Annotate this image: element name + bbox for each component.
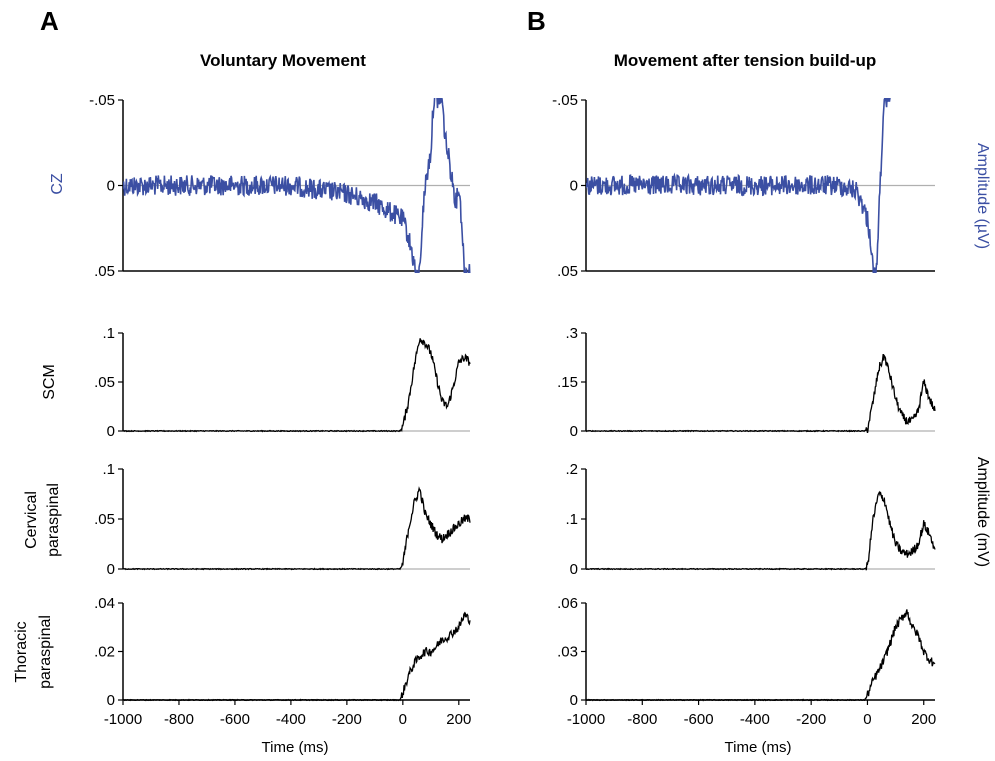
series-line-B_thoracic-0 <box>586 609 936 702</box>
x-tick-label: -800 <box>164 711 194 728</box>
y-tick-label: .03 <box>557 644 578 661</box>
y-tick-label: .05 <box>94 511 115 528</box>
x-tick-label: -600 <box>684 711 714 728</box>
plot-A_scm: .1 .05 0 <box>94 325 471 440</box>
panel-b-letter: B <box>527 6 546 36</box>
scm-row-label: SCM <box>41 364 58 400</box>
x-axis-title-b: Time (ms) <box>725 739 792 756</box>
y-tick-label: .1 <box>102 461 115 478</box>
x-tick-label: -400 <box>740 711 770 728</box>
series-line-A_cervical-0 <box>123 486 471 571</box>
y-tick-label: 0 <box>570 561 578 578</box>
y-tick-label: .05 <box>94 374 115 391</box>
amplitude-uv-label: Amplitude (µV) <box>974 143 991 249</box>
plot-B_thoracic: .06 .03 0 -1000 -800 -600 -400 -200 0 200 <box>557 595 936 728</box>
x-axis-title-a: Time (ms) <box>262 739 329 756</box>
y-tick-label: .3 <box>565 325 578 342</box>
x-tick-label: -400 <box>276 711 306 728</box>
y-tick-label: 0 <box>107 692 115 709</box>
x-tick-label: 200 <box>911 711 936 728</box>
plot-panels: -.05 0 .05 -.05 0 .05 .1 .05 0 .3 .15 0 .1 .05 0 .2 .1 0.… <box>89 92 936 728</box>
x-tick-label: -200 <box>796 711 826 728</box>
x-tick-label: -1000 <box>567 711 605 728</box>
x-tick-label: 200 <box>446 711 471 728</box>
series-line-B_cervical-0 <box>586 490 936 571</box>
thoracic-row-label-line2: paraspinal <box>37 615 54 689</box>
plot-A_cervical: .1 .05 0 <box>94 461 471 578</box>
y-tick-label: .02 <box>94 644 115 661</box>
y-tick-label: .05 <box>94 263 115 280</box>
y-tick-label: 0 <box>570 178 578 195</box>
series-line-B_cz-0 <box>586 98 891 273</box>
amplitude-mv-label: Amplitude (mV) <box>974 457 991 567</box>
y-tick-label: 0 <box>107 178 115 195</box>
plot-A_cz: -.05 0 .05 <box>89 92 471 280</box>
x-tick-label: -800 <box>627 711 657 728</box>
y-tick-label: 0 <box>107 561 115 578</box>
y-tick-label: .05 <box>557 263 578 280</box>
y-tick-label: .2 <box>565 461 578 478</box>
thoracic-row-label-line1: Thoracic <box>13 621 30 682</box>
y-tick-label: -.05 <box>552 92 578 109</box>
plot-B_cz: -.05 0 .05 <box>552 92 935 280</box>
x-tick-label: -600 <box>220 711 250 728</box>
x-tick-label: 0 <box>863 711 871 728</box>
y-tick-label: 0 <box>570 423 578 440</box>
panel-b-title: Movement after tension build-up <box>614 51 877 70</box>
series-line-A_cz-0 <box>123 98 471 273</box>
x-tick-label: -200 <box>332 711 362 728</box>
y-tick-label: .1 <box>102 325 115 342</box>
y-tick-label: .06 <box>557 595 578 612</box>
series-line-B_scm-0 <box>586 353 936 433</box>
x-tick-label: 0 <box>399 711 407 728</box>
x-tick-label: -1000 <box>104 711 142 728</box>
panel-a-title: Voluntary Movement <box>200 51 366 70</box>
y-tick-label: .04 <box>94 595 115 612</box>
panel-a-letter: A <box>40 6 59 36</box>
plot-A_thoracic: .04 .02 0 -1000 -800 -600 -400 -200 0 200 <box>94 595 471 728</box>
cervical-row-label-line1: Cervical <box>23 491 40 549</box>
series-line-A_thoracic-0 <box>123 611 471 702</box>
cervical-row-label-line2: paraspinal <box>45 483 62 557</box>
y-tick-label: .1 <box>565 511 578 528</box>
series-line-A_scm-0 <box>123 338 471 433</box>
cz-row-label: CZ <box>49 173 66 195</box>
y-tick-label: .15 <box>557 374 578 391</box>
plot-B_scm: .3 .15 0 <box>557 325 936 440</box>
y-tick-label: -.05 <box>89 92 115 109</box>
plot-B_cervical: .2 .1 0 <box>565 461 936 578</box>
y-tick-label: 0 <box>570 692 578 709</box>
y-tick-label: 0 <box>107 423 115 440</box>
